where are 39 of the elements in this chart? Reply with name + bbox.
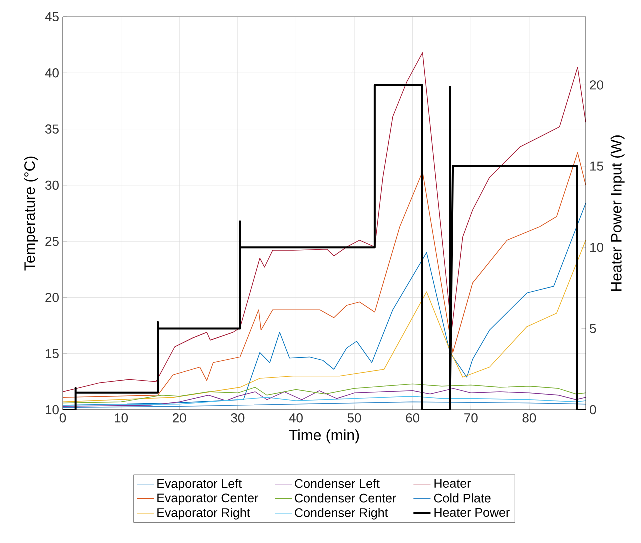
y-tick-label: 15 — [46, 349, 59, 358]
x-tick-label: 0 — [60, 414, 66, 423]
legend-label: Condenser Left — [295, 479, 380, 488]
legend-label: Evaporator Left — [158, 479, 242, 491]
legend-label: Heater Power — [434, 508, 510, 518]
x-tick-label: 50 — [348, 414, 362, 423]
y2-tick-label: 10 — [590, 242, 604, 252]
x-axis-title: Time (min) — [289, 430, 360, 444]
y2-tick-label: 15 — [590, 162, 604, 171]
line-series — [63, 388, 586, 407]
x-tick-label: 70 — [464, 414, 478, 423]
y-tick-label: 30 — [46, 180, 59, 190]
y-tick-label: 20 — [46, 293, 59, 302]
line-series — [63, 152, 586, 398]
x-tick-label: 40 — [289, 414, 303, 423]
y-axis-title: Temperature (°C) — [24, 156, 38, 271]
legend-label: Cold Plate — [434, 494, 491, 503]
line-series — [63, 396, 586, 406]
y-tick-label: 35 — [46, 124, 59, 134]
legend-label: Evaporator Center — [158, 494, 259, 506]
x-tick-label: 30 — [231, 414, 245, 423]
line-series — [63, 384, 586, 404]
legend-label: Condenser Right — [295, 508, 388, 520]
y2-tick-label: 0 — [590, 405, 596, 415]
legend-label: Heater — [434, 479, 472, 488]
x-tick-label: 10 — [115, 414, 128, 423]
y-tick-label: 10 — [46, 405, 59, 415]
x-tick-label: 80 — [522, 414, 536, 423]
y-tick-label: 25 — [46, 236, 59, 246]
x-tick-label: 60 — [406, 414, 420, 423]
legend-label: Condenser Center — [295, 494, 396, 503]
y2-tick-label: 20 — [590, 80, 604, 90]
y2-tick-label: 5 — [590, 324, 596, 334]
y-tick-label: 45 — [45, 12, 59, 22]
legend-label: Evaporator Right — [158, 508, 250, 520]
y2-axis-title: Heater Power Input (W) — [610, 136, 625, 292]
y-tick-label: 40 — [45, 68, 59, 78]
x-tick-label: 20 — [173, 414, 186, 423]
line-series — [63, 240, 586, 402]
